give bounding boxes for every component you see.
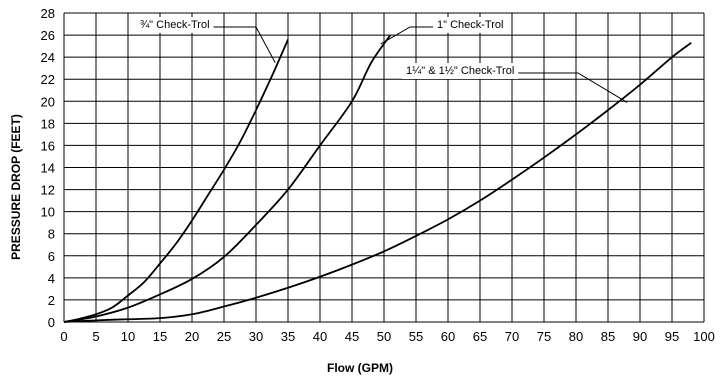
y-tick-label: 8	[48, 227, 55, 242]
annotation-callout-1: ¾" Check-Trol	[136, 17, 276, 63]
y-tick-label: 26	[41, 28, 55, 43]
x-tick-label: 30	[249, 329, 263, 344]
y-tick-label: 4	[48, 271, 55, 286]
series-lines	[63, 34, 692, 323]
series-line-2	[63, 34, 392, 323]
x-tick-label: 80	[569, 329, 583, 344]
y-tick-label: 6	[48, 249, 55, 264]
x-tick-label: 75	[537, 329, 551, 344]
y-tick-label: 28	[41, 6, 55, 21]
annotation-label-background	[402, 63, 519, 79]
y-axis-label: PRESSURE DROP (FEET)	[9, 114, 23, 260]
y-tick-label: 14	[41, 161, 55, 176]
y-tick-label: 22	[41, 72, 55, 87]
x-tick-label: 0	[60, 329, 67, 344]
annotation-label: 1¼" & 1½" Check-Trol	[406, 65, 514, 77]
annotation-leader-line	[213, 26, 276, 63]
tick-labels: 0 5 10 15 20 25 30 35 40 45 50 55 60 65 70 75 80 85 90 95 10…	[41, 6, 715, 344]
y-tick-label: 18	[41, 116, 55, 131]
y-tick-label: 12	[41, 183, 55, 198]
x-tick-label: 50	[377, 329, 391, 344]
x-tick-label: 10	[121, 329, 135, 344]
x-tick-label: 85	[601, 329, 615, 344]
annotation-label-background	[433, 17, 508, 33]
x-tick-label: 55	[409, 329, 423, 344]
x-tick-label: 40	[313, 329, 327, 344]
x-tick-label: 100	[693, 329, 715, 344]
x-tick-label: 95	[665, 329, 679, 344]
x-tick-label: 60	[441, 329, 455, 344]
x-tick-label: 90	[633, 329, 647, 344]
x-tick-label: 20	[185, 329, 199, 344]
annotation-label: ¾" Check-Trol	[140, 19, 210, 31]
x-tick-label: 45	[345, 329, 359, 344]
x-axis-label: Flow (GPM)	[327, 361, 393, 375]
annotation-callout-2: 1" Check-Trol	[380, 17, 508, 45]
x-tick-label: 15	[153, 329, 167, 344]
annotation-leader-line	[380, 26, 433, 45]
series-line-1	[63, 39, 289, 323]
annotation-label-background	[136, 17, 214, 33]
x-tick-label: 5	[92, 329, 99, 344]
grid	[63, 12, 705, 323]
y-tick-label: 24	[41, 50, 55, 65]
series-line-3	[63, 42, 692, 323]
x-tick-label: 70	[505, 329, 519, 344]
annotations: ¾" Check-Trol 1" Check-Trol 1¼" & 1½" Chec…	[136, 17, 628, 103]
annotation-callout-3: 1¼" & 1½" Check-Trol	[402, 63, 628, 103]
y-tick-label: 10	[41, 205, 55, 220]
annotation-label: 1" Check-Trol	[437, 19, 503, 31]
y-tick-label: 16	[41, 138, 55, 153]
y-tick-label: 0	[48, 315, 55, 330]
y-tick-label: 20	[41, 94, 55, 109]
x-tick-label: 35	[281, 329, 295, 344]
x-tick-label: 65	[473, 329, 487, 344]
annotation-leader-line	[518, 72, 628, 103]
y-tick-label: 2	[48, 293, 55, 308]
x-tick-label: 25	[217, 329, 231, 344]
